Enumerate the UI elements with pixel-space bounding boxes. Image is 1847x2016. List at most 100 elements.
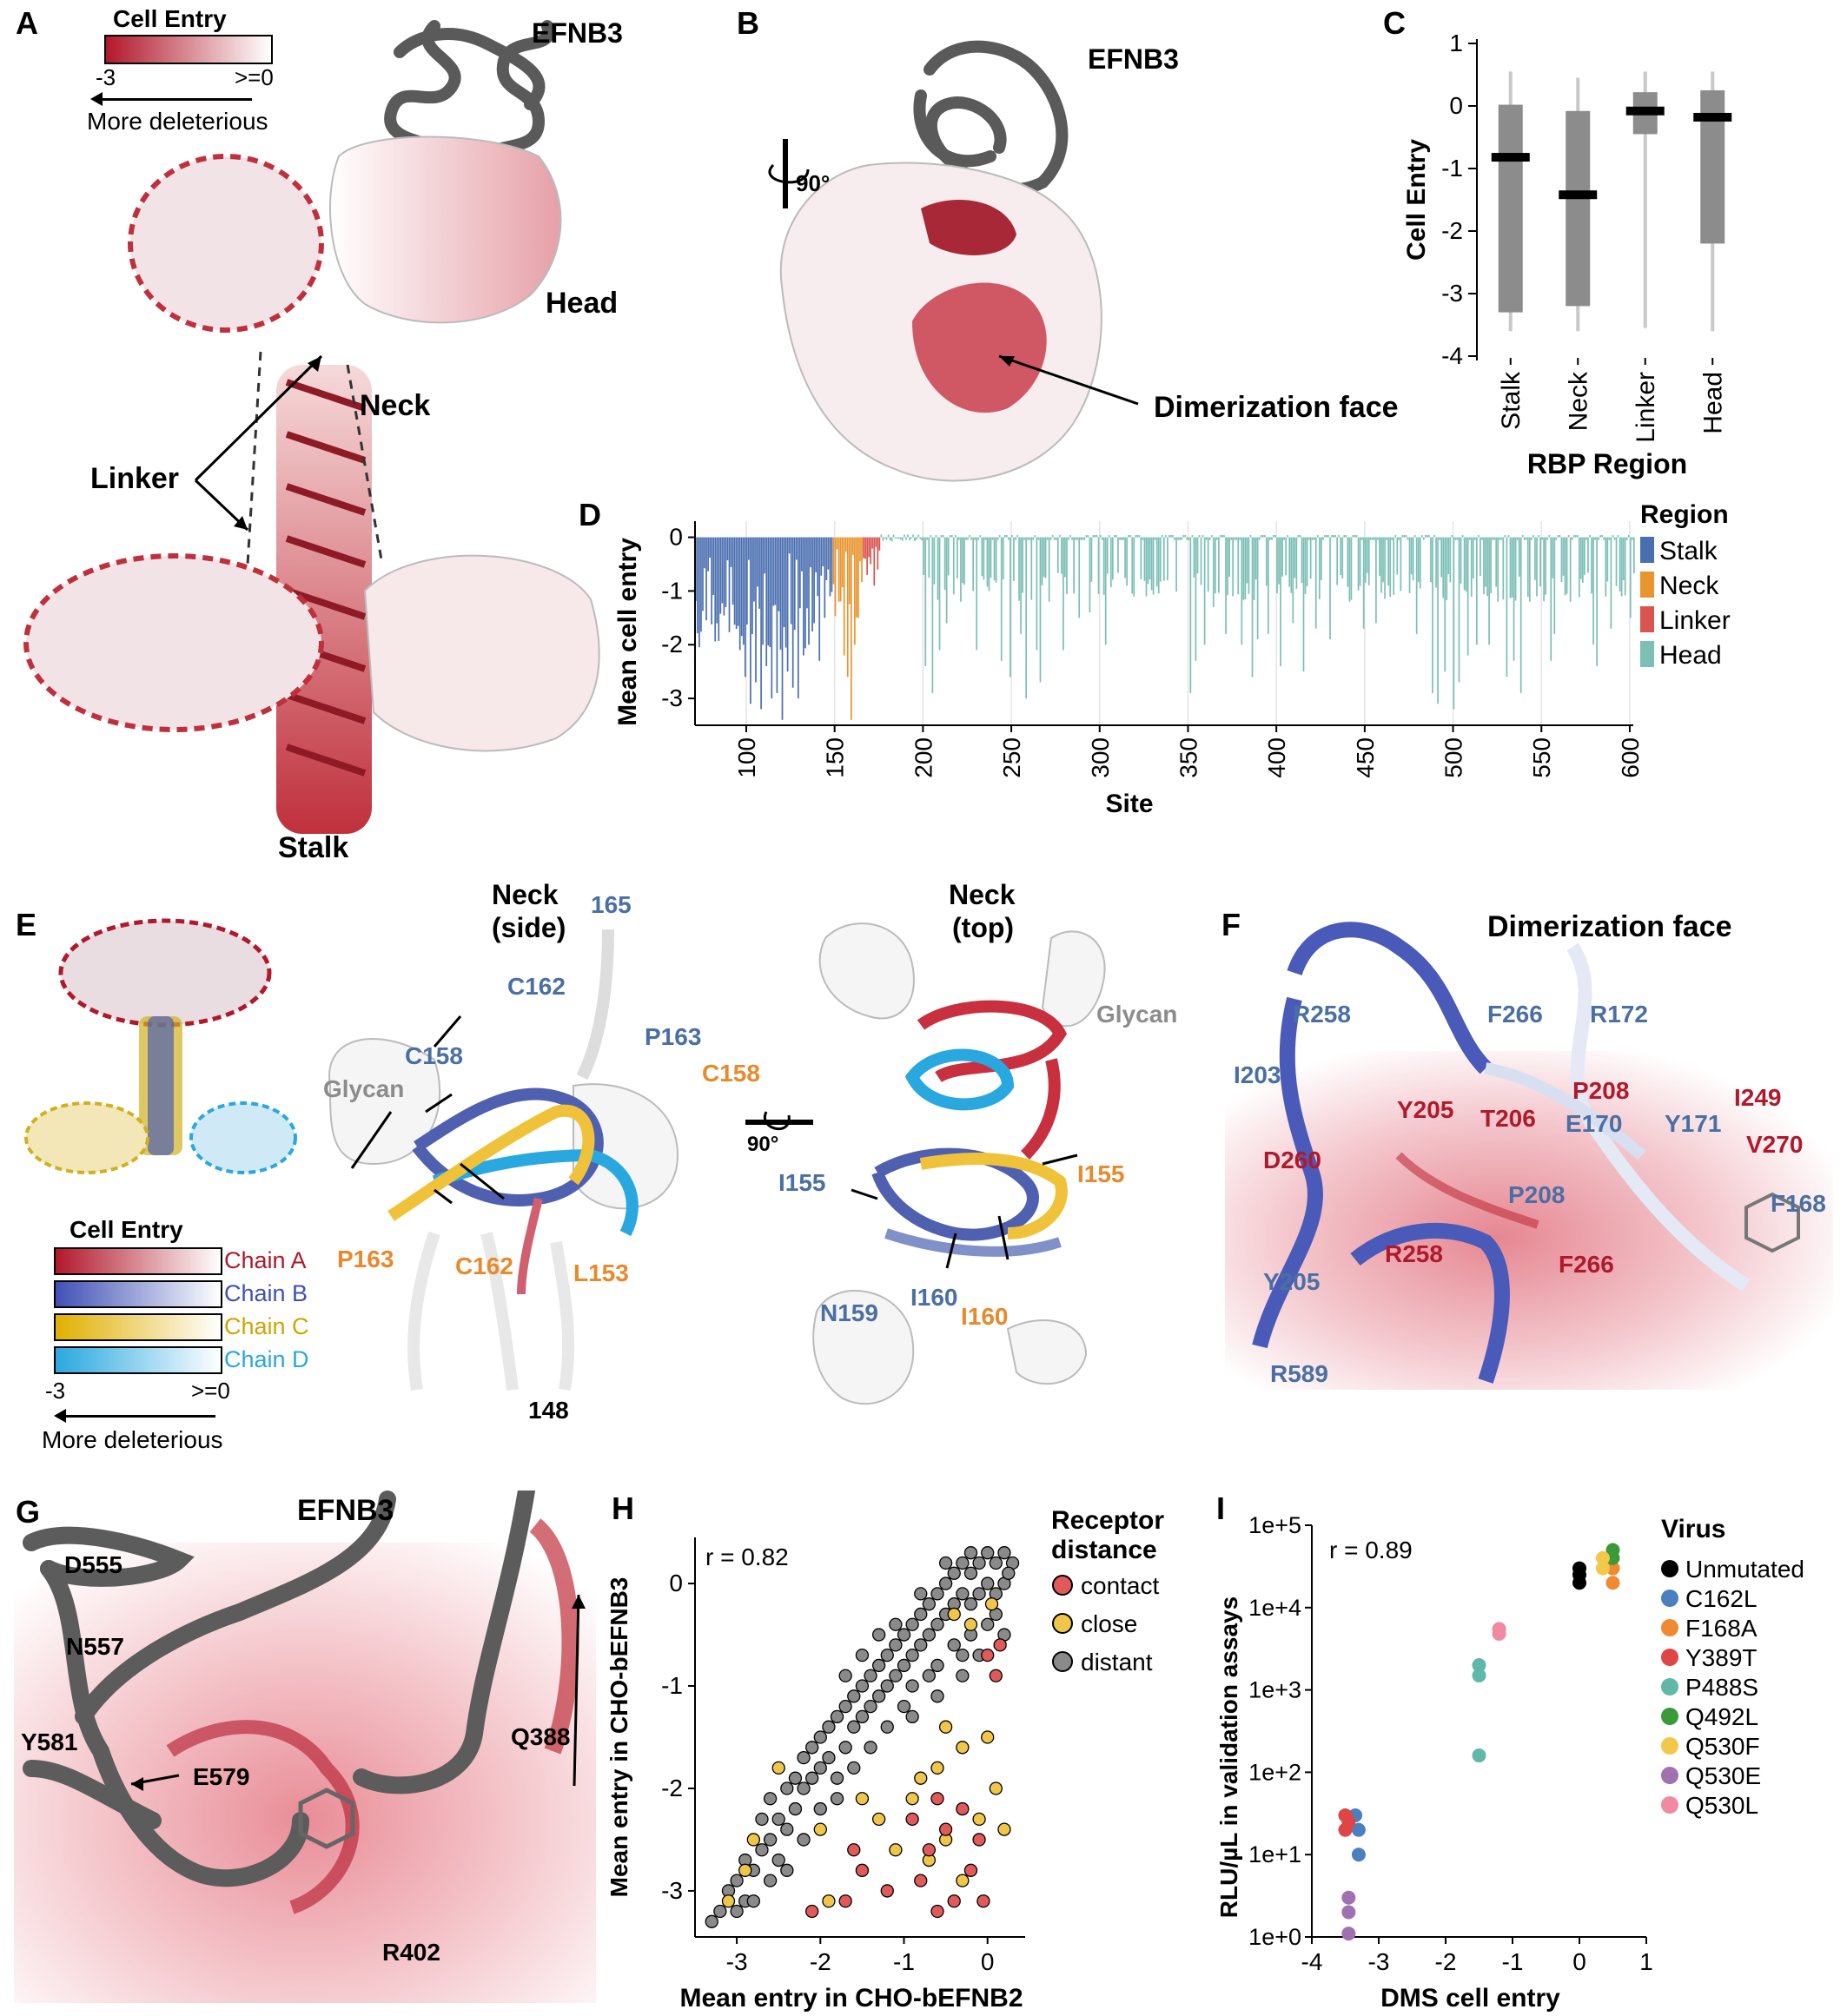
h-point-distant [788, 1771, 803, 1785]
d-bar [723, 537, 725, 616]
d-bar [1531, 537, 1533, 540]
d-bar [1016, 535, 1018, 538]
d-bar [1003, 535, 1006, 538]
d-bar [1223, 535, 1225, 538]
label-stalk-a: Stalk [278, 831, 349, 864]
d-bar [1162, 537, 1165, 581]
i-x-tick-label: -4 [1301, 1948, 1323, 1975]
d-bar [1290, 537, 1293, 593]
d-bar [1470, 537, 1473, 598]
d-bar [945, 537, 948, 624]
d-bar [1331, 535, 1333, 538]
d-bar [841, 537, 844, 588]
i-point-C162L [1351, 1847, 1366, 1862]
d-bar [1097, 537, 1100, 594]
d-bar [1119, 537, 1121, 540]
f-res-d260: D260 [1263, 1147, 1321, 1173]
panel-a-legend: Cell Entry -3 >=0 More deleterious [87, 5, 287, 135]
d-bar [1367, 537, 1370, 585]
h-point-distant [763, 1833, 778, 1847]
d-bar [885, 537, 888, 540]
d-bar [1307, 537, 1310, 540]
d-bar [1420, 535, 1423, 538]
h-y-label: Mean entry in CHO-bEFNB3 [606, 1577, 632, 1898]
h-point-distant [880, 1648, 894, 1662]
i-legend-label: Unmutated [1685, 1556, 1804, 1583]
d-bar [1189, 537, 1192, 693]
d-bar [815, 537, 818, 572]
h-legend-label: close [1081, 1610, 1137, 1637]
d-x-label: Site [1105, 790, 1153, 818]
d-bar [1212, 537, 1215, 607]
d-bar [1203, 537, 1206, 645]
i-legend-label: Q492L [1685, 1703, 1758, 1730]
d-bar [1598, 537, 1600, 540]
d-bar [1463, 537, 1466, 591]
d-bar [1557, 535, 1559, 538]
i-legend-marker [1661, 1590, 1678, 1607]
h-annotation: r = 0.82 [705, 1543, 789, 1570]
h-point-distant [905, 1648, 919, 1662]
c-y-tick-label: -4 [1441, 342, 1463, 369]
d-x-tick-label: 300 [1087, 737, 1114, 778]
d-bar [1606, 537, 1609, 582]
d-bar [820, 537, 823, 576]
d-bar [725, 537, 727, 607]
h-point-distant [956, 1648, 970, 1662]
d-bar [799, 537, 801, 609]
d-bar [958, 537, 960, 540]
d-bar [846, 537, 849, 678]
chart-i-scatter: -4 -3 -2 -1 0 1 1e+0 1e+1 1e+2 1e+3 1e+4 1e+5 r = 0.… [1216, 1512, 1804, 2013]
d-bar [1128, 535, 1130, 538]
h-legend-label: contact [1081, 1572, 1159, 1599]
d-bar [711, 537, 713, 625]
d-bar [733, 537, 736, 625]
h-point-distant [889, 1669, 903, 1682]
d-bar [1499, 537, 1501, 540]
d-bar [1435, 537, 1437, 588]
i-legend-label: Q530E [1685, 1762, 1761, 1789]
d-bar [1044, 537, 1047, 578]
e-res-c162-b: C162 [507, 973, 566, 1000]
h-y-tick-label: -2 [661, 1775, 683, 1801]
e-res-165: 165 [591, 891, 632, 918]
f-res-r589: R589 [1270, 1360, 1328, 1387]
d-bar [1174, 537, 1175, 540]
legend-max: >=0 [235, 64, 274, 90]
d-bar [1271, 537, 1273, 540]
f-res-r172: R172 [1590, 1001, 1648, 1028]
d-bar [1068, 537, 1069, 540]
d-bar [1152, 537, 1155, 595]
d-bar [1109, 537, 1112, 588]
d-bar [990, 537, 992, 578]
d-bar [905, 537, 907, 540]
i-y-tick-label: 1e+2 [1248, 1759, 1301, 1785]
d-bar [1129, 535, 1132, 538]
d-bar [1439, 537, 1440, 540]
c-x-tick-label: Neck [1564, 371, 1592, 431]
h-point-distant [981, 1576, 995, 1590]
d-bar [1348, 537, 1351, 602]
h-point-distant [864, 1669, 877, 1682]
d-bar [1018, 537, 1020, 601]
i-point-Q530E [1341, 1905, 1356, 1920]
h-point-distant [905, 1617, 919, 1631]
d-legend-label: Neck [1659, 572, 1719, 600]
f-res-f168: F168 [1771, 1190, 1826, 1217]
d-bar [1248, 537, 1250, 594]
h-point-distant [905, 1679, 919, 1693]
d-bar [1182, 535, 1185, 538]
d-bar [1538, 535, 1539, 538]
d-bar [1309, 537, 1312, 579]
d-bar [1329, 537, 1331, 640]
d-x-tick-label: 550 [1528, 737, 1555, 778]
h-point-contact [976, 1894, 990, 1908]
h-point-distant [930, 1658, 944, 1673]
f-res-e170: E170 [1566, 1110, 1623, 1137]
h-point-distant [830, 1792, 844, 1806]
d-bar [1461, 535, 1464, 538]
d-bar [940, 535, 943, 538]
d-bar [861, 537, 863, 583]
g-res-y581: Y581 [21, 1728, 78, 1755]
h-point-contact [838, 1894, 852, 1908]
